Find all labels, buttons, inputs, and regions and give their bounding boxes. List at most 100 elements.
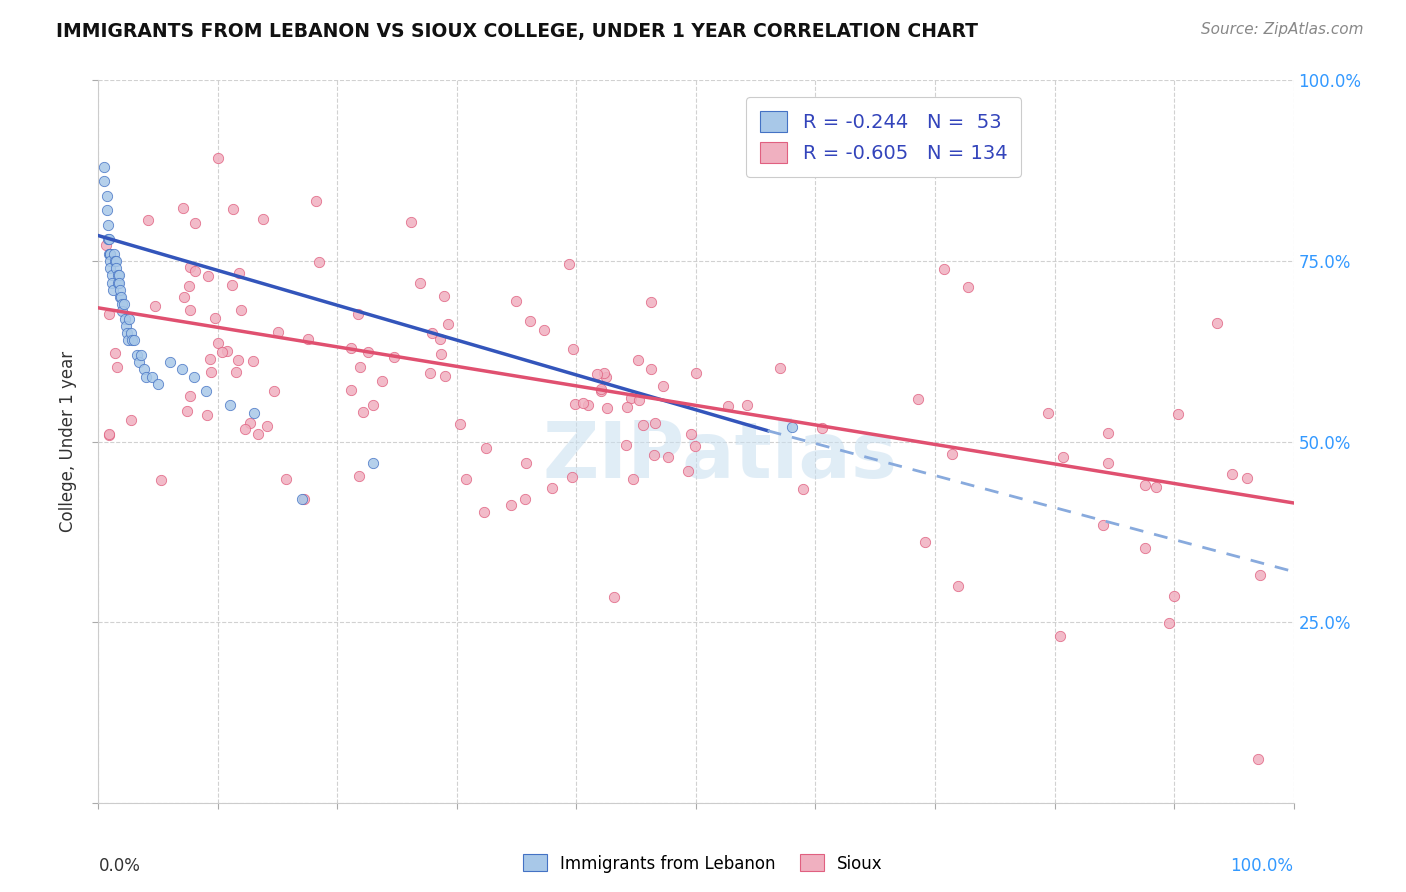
Point	[204, 311, 226, 326]
Point	[173, 290, 195, 304]
Point	[1052, 450, 1074, 464]
Point	[420, 326, 443, 341]
Point	[505, 294, 527, 309]
Point	[172, 201, 194, 215]
Point	[179, 302, 201, 317]
Point	[564, 397, 586, 411]
Point	[105, 253, 128, 268]
Point	[433, 288, 456, 302]
Point	[472, 504, 495, 518]
Point	[98, 246, 121, 260]
Point	[640, 295, 662, 310]
Point	[115, 318, 138, 333]
Point	[1097, 456, 1119, 470]
Point	[252, 211, 274, 226]
Point	[184, 216, 207, 230]
Point	[229, 302, 252, 317]
Point	[676, 464, 699, 478]
Point	[211, 344, 233, 359]
Point	[274, 472, 297, 486]
Point	[780, 420, 803, 434]
Legend: Immigrants from Lebanon, Sioux: Immigrants from Lebanon, Sioux	[516, 847, 890, 880]
Point	[627, 353, 650, 368]
Point	[769, 361, 792, 376]
Point	[589, 384, 612, 398]
Point	[107, 276, 129, 290]
Point	[105, 360, 128, 375]
Point	[349, 469, 371, 483]
Point	[222, 202, 245, 216]
Point	[215, 343, 238, 358]
Point	[219, 398, 242, 412]
Point	[614, 438, 637, 452]
Point	[243, 406, 266, 420]
Point	[347, 307, 370, 321]
Point	[1205, 316, 1227, 330]
Point	[108, 283, 131, 297]
Point	[207, 151, 229, 165]
Point	[363, 456, 385, 470]
Point	[1133, 477, 1156, 491]
Point	[811, 421, 834, 435]
Point	[159, 355, 181, 369]
Point	[125, 348, 148, 362]
Point	[361, 398, 384, 412]
Point	[633, 417, 655, 432]
Point	[96, 203, 118, 218]
Point	[685, 439, 707, 453]
Point	[475, 442, 498, 456]
Point	[1133, 541, 1156, 555]
Point	[114, 311, 136, 326]
Point	[179, 260, 201, 274]
Point	[1144, 479, 1167, 493]
Point	[93, 174, 115, 188]
Point	[792, 482, 814, 496]
Point	[501, 498, 523, 512]
Point	[97, 232, 120, 246]
Point	[117, 334, 139, 348]
Point	[437, 317, 460, 331]
Point	[557, 257, 579, 271]
Point	[571, 396, 593, 410]
Point	[685, 366, 707, 380]
Point	[103, 346, 125, 360]
Point	[110, 290, 132, 304]
Point	[1049, 629, 1071, 643]
Point	[98, 246, 122, 260]
Point	[589, 382, 612, 396]
Point	[914, 535, 936, 549]
Text: 0.0%: 0.0%	[98, 857, 141, 875]
Point	[195, 408, 218, 422]
Point	[1159, 616, 1181, 631]
Point	[627, 393, 650, 408]
Point	[305, 194, 328, 209]
Point	[1097, 426, 1119, 441]
Point	[419, 366, 441, 380]
Point	[179, 279, 201, 293]
Point	[267, 325, 290, 339]
Point	[176, 403, 198, 417]
Point	[616, 400, 638, 414]
Point	[384, 350, 406, 364]
Point	[195, 384, 218, 398]
Point	[1167, 407, 1189, 421]
Point	[121, 334, 143, 348]
Point	[118, 311, 141, 326]
Point	[228, 266, 250, 280]
Point	[349, 360, 371, 375]
Point	[339, 341, 361, 355]
Point	[98, 253, 122, 268]
Point	[640, 362, 662, 376]
Point	[101, 283, 124, 297]
Point	[644, 416, 666, 430]
Point	[408, 276, 430, 290]
Point	[120, 326, 142, 340]
Point	[941, 447, 963, 461]
Point	[449, 417, 471, 431]
Text: IMMIGRANTS FROM LEBANON VS SIOUX COLLEGE, UNDER 1 YEAR CORRELATION CHART: IMMIGRANTS FROM LEBANON VS SIOUX COLLEGE…	[56, 22, 979, 41]
Point	[454, 473, 477, 487]
Point	[595, 369, 617, 384]
Point	[98, 307, 121, 321]
Point	[135, 369, 157, 384]
Point	[197, 268, 219, 283]
